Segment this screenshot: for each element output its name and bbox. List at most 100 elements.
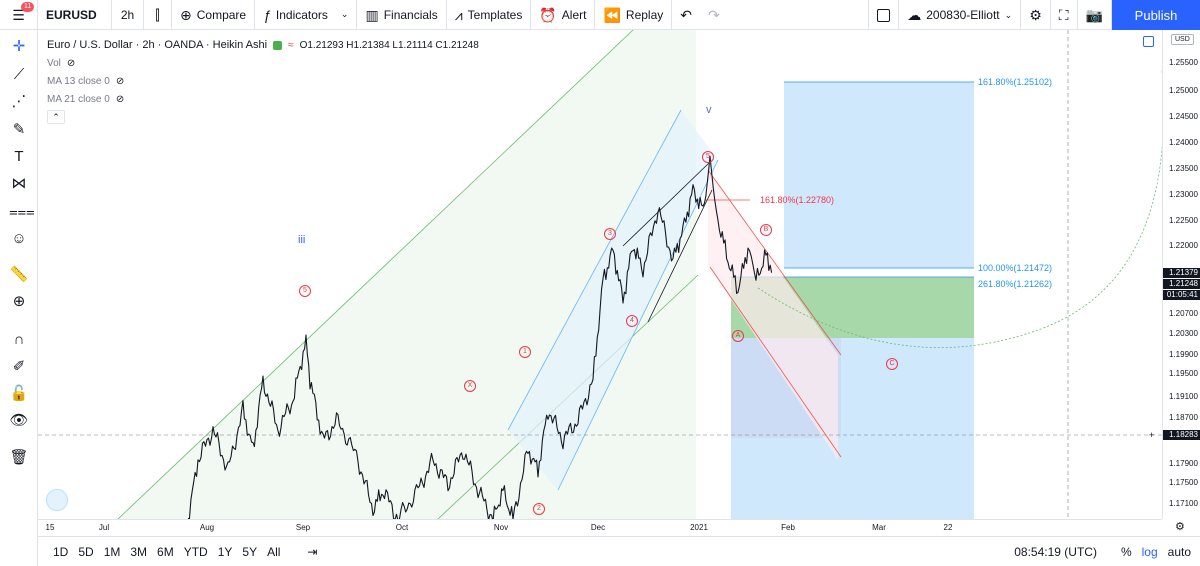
eye-off-icon[interactable]: ⊘ bbox=[66, 57, 76, 69]
wave-circle-c[interactable]: C bbox=[886, 358, 898, 370]
axis-settings-icon[interactable]: ⚙ bbox=[1175, 521, 1185, 533]
fib-261-label[interactable]: 261.80%(1.21262) bbox=[978, 279, 1053, 289]
wave-v-label[interactable]: v bbox=[706, 104, 712, 116]
fib-tools-icon[interactable]: ⋰ bbox=[11, 93, 27, 110]
prediction-icon[interactable]: ⩶ bbox=[9, 203, 35, 220]
layout-button[interactable]: ☁ 200830-Elliott ⌄ bbox=[899, 0, 1022, 30]
wave-icon[interactable]: ≈ bbox=[288, 39, 294, 51]
wave-circle-2[interactable]: 2 bbox=[533, 503, 545, 515]
fib-zone-top[interactable] bbox=[784, 82, 974, 268]
range-button-3m[interactable]: 3M bbox=[130, 544, 148, 559]
price-axis[interactable]: USD 1.25500 1.25000 1.24500 1.24000 1.23500 1… bbox=[1162, 30, 1200, 519]
range-button-1m[interactable]: 1M bbox=[103, 544, 121, 559]
trash-icon[interactable]: 🗑 bbox=[9, 449, 29, 466]
chart-type-button[interactable]: ⫿ bbox=[144, 0, 172, 30]
templates-button[interactable]: ⩘ Templates bbox=[447, 0, 532, 30]
compare-button[interactable]: ⊕ Compare bbox=[172, 0, 256, 30]
range-button-1y[interactable]: 1Y bbox=[217, 544, 233, 559]
legend-ma21-row[interactable]: MA 21 close 0 ⊘ bbox=[47, 90, 479, 108]
lock-drawing-icon[interactable]: ✐ bbox=[12, 358, 26, 375]
magnet-icon[interactable]: ∩ bbox=[13, 331, 25, 348]
log-toggle[interactable]: log bbox=[1141, 544, 1158, 559]
range-button-5d[interactable]: 5D bbox=[78, 544, 94, 559]
wave-circle-x[interactable]: X bbox=[464, 380, 476, 392]
snapshot-button[interactable]: 📷 bbox=[1078, 0, 1112, 30]
brush-icon[interactable]: ✎ bbox=[12, 121, 26, 138]
undo-button[interactable]: ↶ bbox=[672, 0, 700, 30]
wave-circle-b[interactable]: B bbox=[760, 224, 772, 236]
fib-161-top-label[interactable]: 161.80%(1.25102) bbox=[978, 77, 1053, 87]
auto-toggle[interactable]: auto bbox=[1167, 544, 1191, 559]
time-tick: Nov bbox=[493, 523, 509, 532]
range-button-5y[interactable]: 5Y bbox=[242, 544, 258, 559]
chevron-down-icon[interactable]: ⌄ bbox=[340, 9, 349, 19]
utc-clock[interactable]: 08:54:19 (UTC) bbox=[1014, 544, 1097, 559]
trend-line-icon[interactable]: ⟋ bbox=[13, 66, 25, 83]
redo-button[interactable]: ↷ bbox=[700, 0, 728, 30]
wave-circle-5-top[interactable]: 5 bbox=[702, 151, 714, 163]
symbol-search[interactable]: EURUSD bbox=[38, 0, 112, 30]
collapse-legend-button[interactable]: ⌃ bbox=[47, 110, 65, 124]
countdown-label: 01:05:41 bbox=[1163, 290, 1200, 300]
wedge-lower[interactable] bbox=[647, 189, 713, 323]
indicators-button[interactable]: ƒ Indicators ⌄ bbox=[255, 0, 358, 30]
goto-date-icon[interactable]: ⇥ bbox=[307, 544, 318, 559]
interval-button[interactable]: 2h bbox=[112, 0, 144, 30]
expand-button[interactable]: ⛶ bbox=[1051, 0, 1078, 30]
projection-arc[interactable] bbox=[757, 70, 1162, 348]
wave-circle-3[interactable]: 3 bbox=[604, 228, 616, 240]
smiley-icon[interactable]: ☺ bbox=[11, 230, 27, 247]
fib-161-mid-label[interactable]: 161.80%(1.22780) bbox=[760, 195, 835, 205]
range-button-all[interactable]: All bbox=[267, 544, 281, 559]
zoom-icon[interactable]: ⊕ bbox=[12, 293, 26, 310]
lock-icon[interactable]: 🔓 bbox=[9, 385, 29, 402]
price-tick: 1.19500 bbox=[1169, 369, 1198, 378]
rewind-icon: ⏪ bbox=[603, 6, 621, 23]
time-axis[interactable]: 15 Jul Aug Sep Oct Nov Dec 2021 Feb Mar 22 bbox=[38, 519, 1162, 533]
text-icon[interactable]: T bbox=[14, 148, 24, 165]
channel-red-upper[interactable] bbox=[707, 169, 842, 356]
chart-pane[interactable]: Euro / U.S. Dollar · 2h · OANDA · Heikin… bbox=[38, 30, 1162, 519]
wave-circle-5-left[interactable]: 5 bbox=[299, 285, 311, 297]
pattern-icon[interactable]: ⋈ bbox=[11, 175, 27, 192]
legend-ma13: MA 13 close 0 bbox=[47, 75, 110, 87]
range-button-6m[interactable]: 6M bbox=[157, 544, 174, 559]
channel-red-lower[interactable] bbox=[709, 266, 842, 458]
legend-ma13-row[interactable]: MA 13 close 0 ⊘ bbox=[47, 72, 479, 90]
fib-100-label[interactable]: 100.00%(1.21472) bbox=[978, 263, 1053, 273]
wave-circle-4[interactable]: 4 bbox=[626, 315, 638, 327]
ruler-icon[interactable]: 📏 bbox=[9, 266, 29, 283]
legend-vol-row[interactable]: Vol ⊘ bbox=[47, 54, 479, 72]
currency-label[interactable]: USD bbox=[1171, 34, 1194, 45]
channel-red[interactable] bbox=[708, 170, 838, 460]
square-icon bbox=[877, 8, 891, 22]
top-toolbar: ☰ 11 EURUSD 2h ⫿ ⊕ Compare ƒ Indicators … bbox=[0, 0, 1200, 30]
chevron-down-icon: ⌄ bbox=[1004, 9, 1013, 20]
price-series[interactable] bbox=[187, 155, 773, 519]
fib-zone-bottom[interactable] bbox=[731, 338, 974, 519]
alert-button[interactable]: ⏰ Alert bbox=[531, 0, 596, 30]
wedge-upper[interactable] bbox=[622, 161, 711, 247]
main-menu-button[interactable]: ☰ 11 bbox=[0, 0, 38, 30]
channel-blue-upper[interactable] bbox=[507, 109, 682, 431]
wave-circle-1[interactable]: 1 bbox=[519, 346, 531, 358]
financials-button[interactable]: ▥ Financials bbox=[357, 0, 447, 30]
plus-circle-icon: ⊕ bbox=[180, 6, 192, 23]
fullscreen-toggle[interactable] bbox=[868, 0, 900, 30]
eye-off-icon[interactable]: ⊘ bbox=[115, 75, 125, 87]
replay-button[interactable]: ⏪ Replay bbox=[595, 0, 673, 30]
eye-icon[interactable]: 👁 bbox=[9, 412, 29, 429]
percent-toggle[interactable]: % bbox=[1120, 544, 1132, 559]
price-chart[interactable] bbox=[38, 30, 1162, 519]
settings-button[interactable]: ⚙ bbox=[1021, 0, 1051, 30]
wave-iii-label[interactable]: iii bbox=[298, 234, 306, 246]
channel-large-upper[interactable] bbox=[117, 30, 634, 519]
time-tick: Feb bbox=[781, 523, 795, 532]
publish-button[interactable]: Publish bbox=[1112, 0, 1200, 30]
crosshair-icon[interactable]: ✛ bbox=[12, 38, 26, 55]
eye-off-icon[interactable]: ⊘ bbox=[115, 93, 125, 105]
wave-circle-a[interactable]: A bbox=[732, 330, 744, 342]
range-button-1d[interactable]: 1D bbox=[53, 544, 69, 559]
range-button-ytd[interactable]: YTD bbox=[183, 544, 208, 559]
object-tree-icon[interactable] bbox=[1143, 36, 1154, 47]
